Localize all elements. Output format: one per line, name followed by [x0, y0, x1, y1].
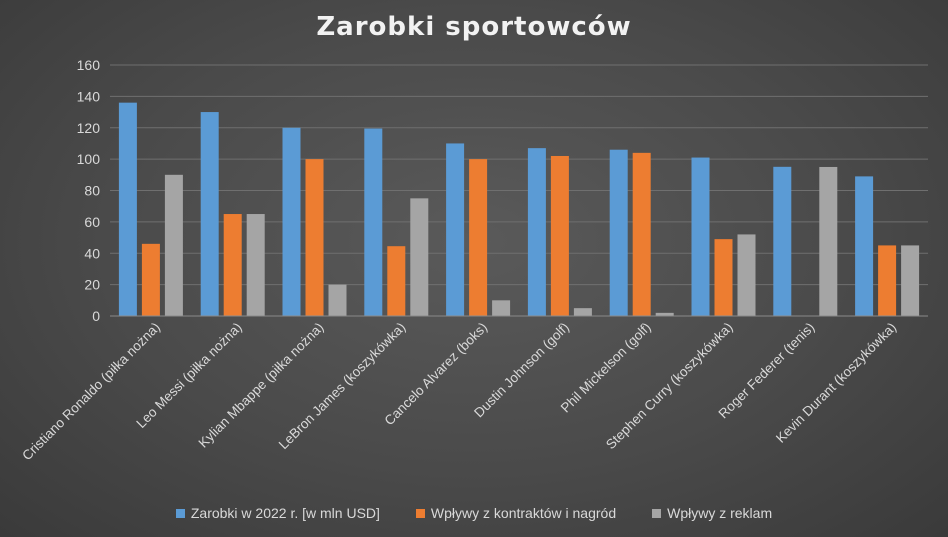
bar-series-1-cat-9 [878, 245, 897, 316]
bar-series-2-cat-6 [655, 312, 674, 316]
y-tick-label: 80 [84, 183, 100, 199]
chart-title: Zarobki sportowców [316, 12, 632, 42]
bar-series-0-cat-4 [446, 143, 465, 316]
legend-item-contracts: Wpływy z kontraktów i nagród [415, 505, 617, 521]
legend-swatch-ads [652, 508, 662, 518]
bars [118, 102, 920, 317]
bar-series-2-cat-0 [164, 174, 183, 316]
legend-label-contracts: Wpływy z kontraktów i nagród [430, 505, 617, 521]
y-tick-label: 40 [84, 245, 100, 261]
bar-series-1-cat-7 [714, 239, 733, 316]
y-tick-label: 120 [77, 120, 101, 136]
bar-series-1-cat-5 [550, 155, 569, 316]
bar-series-2-cat-2 [328, 284, 347, 316]
bar-series-0-cat-3 [364, 128, 383, 316]
y-tick-label: 140 [77, 88, 101, 104]
bar-series-1-cat-1 [223, 214, 242, 316]
bar-series-0-cat-6 [609, 149, 628, 316]
bar-series-1-cat-3 [387, 246, 406, 316]
legend-swatch-earnings [175, 508, 185, 518]
y-tick-labels: 0 20 40 60 80 100 120 140 160 [77, 57, 101, 324]
gridlines [110, 64, 928, 286]
legend-label-ads: Wpływy z reklam [667, 505, 773, 521]
legend-item-earnings: Zarobki w 2022 r. [w mln USD] [175, 505, 380, 521]
y-tick-label: 60 [84, 214, 100, 230]
bar-series-0-cat-2 [282, 127, 301, 316]
bar-series-2-cat-4 [492, 300, 511, 316]
bar-series-0-cat-8 [773, 166, 792, 316]
legend-item-ads: Wpływy z reklam [652, 505, 772, 521]
bar-series-0-cat-1 [200, 112, 219, 316]
bar-series-0-cat-7 [691, 157, 710, 316]
category-label: Phil Mickelson (golf) [558, 320, 654, 416]
category-labels: Cristiano Ronaldo (piłka nożna)Leo Messi… [19, 320, 899, 464]
category-label: Cristiano Ronaldo (piłka nożna) [19, 320, 163, 464]
legend: Zarobki w 2022 r. [w mln USD] Wpływy z k… [0, 505, 948, 521]
bar-series-1-cat-4 [469, 159, 488, 316]
y-tick-label: 160 [77, 57, 101, 73]
bar-series-2-cat-5 [573, 308, 592, 316]
bar-series-2-cat-9 [901, 245, 920, 316]
legend-swatch-contracts [415, 508, 425, 518]
bar-series-2-cat-3 [410, 198, 429, 316]
bar-series-0-cat-0 [118, 102, 137, 317]
bar-series-1-cat-6 [632, 152, 651, 316]
legend-label-earnings: Zarobki w 2022 r. [w mln USD] [190, 505, 380, 521]
bar-series-1-cat-0 [141, 243, 160, 316]
bar-series-2-cat-1 [246, 214, 265, 316]
bar-series-2-cat-8 [819, 166, 838, 316]
y-tick-label: 0 [92, 308, 100, 324]
y-tick-label: 100 [77, 151, 101, 167]
bar-series-0-cat-5 [527, 148, 546, 316]
bar-series-0-cat-9 [855, 176, 874, 316]
bar-series-1-cat-2 [305, 159, 324, 316]
y-tick-label: 20 [84, 277, 100, 293]
bar-series-2-cat-7 [737, 234, 756, 316]
